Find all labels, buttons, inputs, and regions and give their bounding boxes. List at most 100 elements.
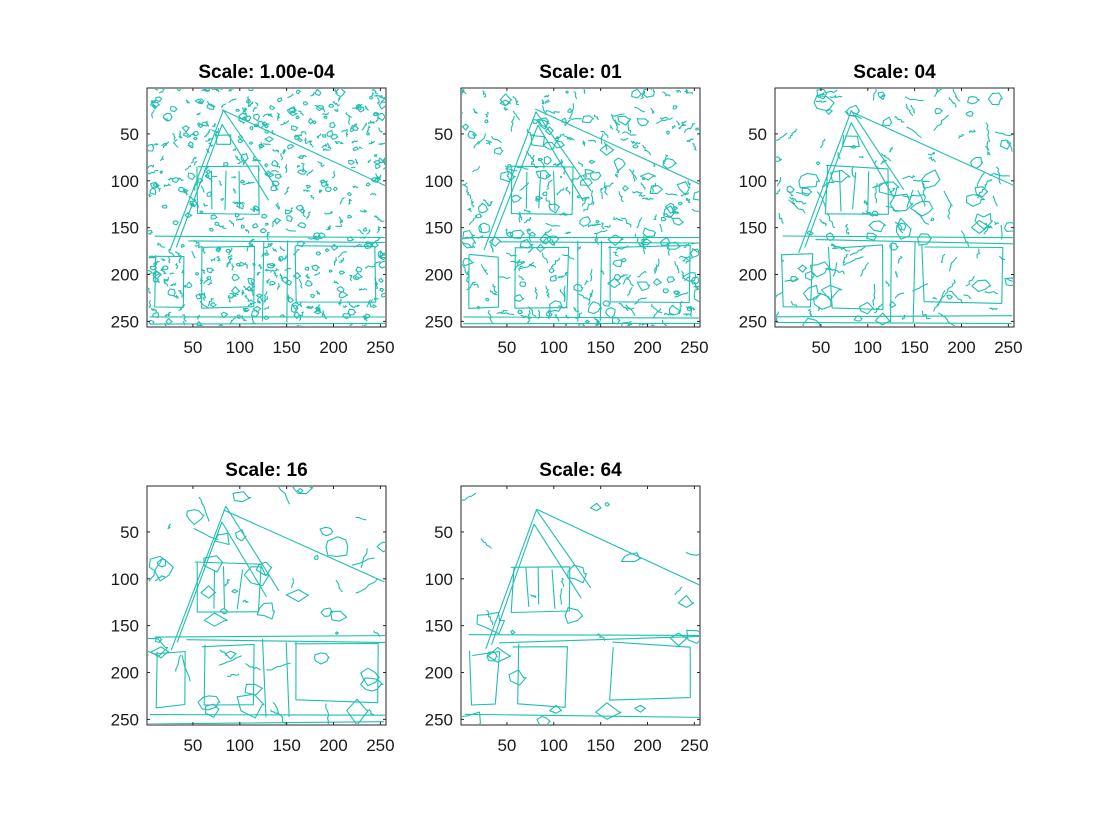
edge-contour [965, 110, 974, 117]
edge-contour [536, 715, 551, 724]
edge-contour [797, 264, 808, 273]
edge-contour [188, 141, 194, 147]
edge-contour [676, 120, 680, 126]
edge-contour [554, 314, 560, 322]
edge-contour [462, 258, 475, 267]
edge-contour [220, 197, 224, 202]
edge-contour [910, 105, 915, 114]
edge-contour [622, 185, 629, 192]
edge-contour [316, 133, 322, 139]
edge-contour [319, 526, 334, 537]
edge-contour [505, 228, 508, 234]
edge-contour [221, 103, 227, 108]
edge-contour [499, 171, 516, 183]
edge-contour [638, 193, 646, 197]
edge-contour [549, 704, 563, 714]
edge-contour [221, 109, 385, 186]
edge-contour [152, 312, 160, 318]
edge-contour [181, 655, 191, 682]
edge-contour [895, 270, 899, 278]
edge-contour [194, 244, 203, 249]
edge-contour [187, 144, 194, 149]
edge-contour [150, 99, 156, 103]
edge-contour [313, 232, 321, 241]
edge-contour [197, 122, 202, 127]
edge-contour [889, 301, 897, 308]
edge-contour [535, 196, 543, 201]
edge-contour [206, 191, 213, 197]
edge-contour [638, 323, 649, 326]
edge-contour [196, 321, 203, 326]
edge-contour [559, 288, 566, 301]
edge-contour [316, 306, 321, 312]
edge-contour [631, 89, 643, 99]
edge-contour [587, 139, 597, 143]
edge-contour [302, 101, 309, 106]
edge-contour [346, 698, 369, 724]
edge-contour [242, 307, 249, 312]
edge-contour [577, 161, 584, 168]
edge-contour [969, 129, 976, 134]
edge-contour [313, 652, 330, 665]
edge-contour [226, 673, 240, 677]
edge-contour [678, 300, 683, 315]
edge-contour [357, 229, 364, 235]
edge-contour [285, 589, 310, 603]
edge-contour [249, 125, 254, 131]
edge-contour [228, 89, 234, 90]
y-tick-label: 150 [425, 617, 453, 636]
edge-contour [274, 173, 282, 179]
edge-contour [278, 487, 290, 505]
edge-contour [557, 305, 568, 309]
edge-contour [161, 204, 168, 209]
x-tick-label: 150 [586, 338, 614, 357]
edge-contour [660, 216, 667, 222]
edge-contour [668, 304, 682, 316]
y-tick-label: 200 [739, 266, 767, 285]
edge-contour [318, 189, 323, 194]
edge-contour [805, 270, 815, 281]
edge-contour [203, 555, 224, 573]
edge-contour [528, 263, 537, 268]
edge-contour [154, 650, 186, 709]
edge-contour [298, 155, 304, 159]
edge-contour [513, 259, 521, 271]
edge-contour [371, 304, 377, 308]
edge-contour [510, 566, 571, 614]
edge-contour [512, 95, 520, 106]
edge-contour [663, 205, 676, 219]
edge-contour [537, 566, 540, 605]
edge-contour [468, 215, 478, 225]
edge-contour [594, 321, 601, 326]
edge-contour [809, 261, 832, 278]
edge-contour [238, 112, 248, 121]
edge-contour [197, 695, 221, 711]
edge-contour [239, 179, 246, 184]
edge-contour [194, 160, 198, 166]
edge-contour [379, 252, 385, 259]
edge-contour [477, 234, 484, 239]
edge-contour [186, 99, 191, 104]
edge-contour [838, 170, 842, 212]
edge-contour [211, 129, 220, 135]
edge-contour [677, 594, 695, 608]
edge-contour [280, 152, 284, 161]
edge-contour [328, 103, 335, 108]
edge-contour [236, 314, 241, 319]
edge-contour [518, 211, 522, 223]
edge-contour [369, 92, 374, 98]
edge-contour [976, 248, 981, 259]
edge-contour [790, 300, 798, 308]
edge-contour [464, 713, 699, 718]
y-tick-label: 200 [425, 664, 453, 683]
edge-contour [547, 311, 551, 320]
edge-contour [889, 242, 899, 251]
edge-contour [568, 118, 583, 120]
edge-contour [881, 116, 893, 127]
edge-contour [183, 132, 190, 137]
edge-contour [684, 90, 693, 95]
y-tick-label: 100 [111, 570, 139, 589]
axes-frame [460, 485, 701, 726]
edge-contour [525, 567, 530, 608]
